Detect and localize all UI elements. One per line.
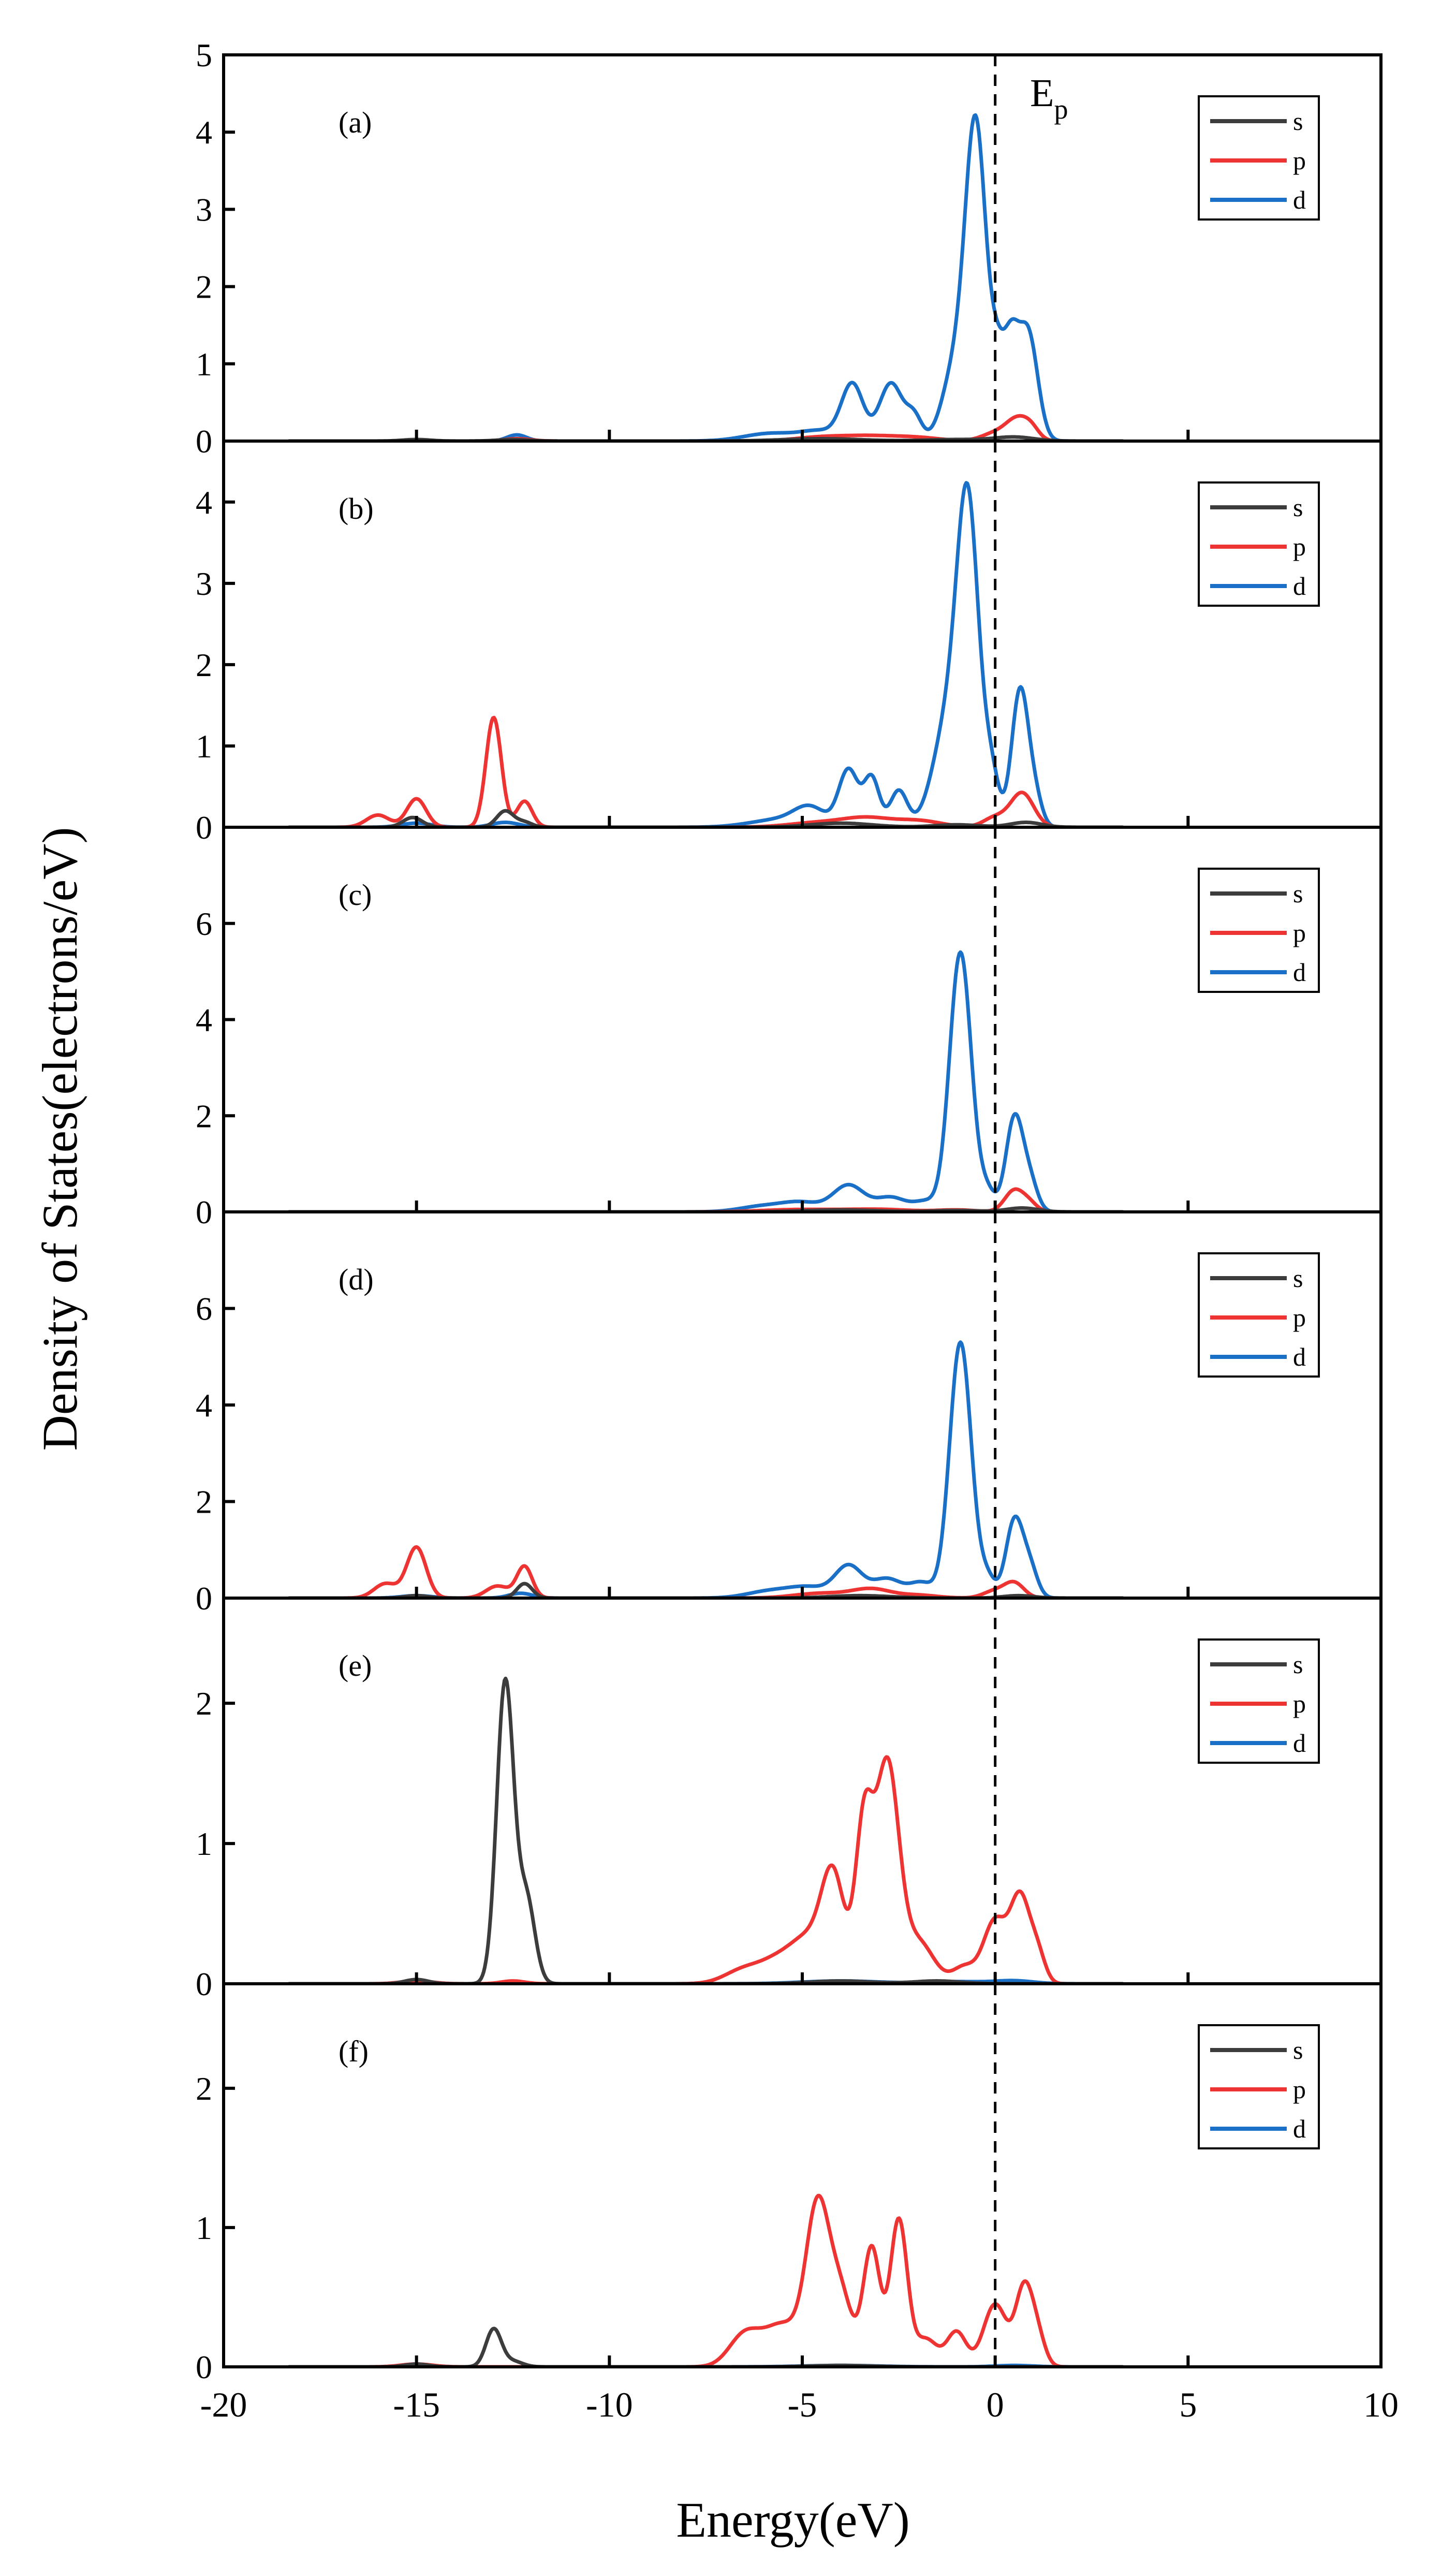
x-tick-label: 10 (1363, 2385, 1399, 2424)
panel-b: 0 1 2 3 4 (b) spd (196, 440, 1383, 846)
panel-b-legend-label-s: s (1293, 493, 1303, 522)
panel-d-ytick-label: 4 (196, 1387, 212, 1424)
panel-c-ytick-label: 0 (196, 1194, 212, 1231)
panel-c-ytick-label: 4 (196, 1002, 212, 1038)
x-tick-label: -10 (586, 2385, 633, 2424)
panel-a-ytick-label: 2 (196, 269, 212, 305)
panel-f-ytick-label: 1 (196, 2209, 212, 2246)
panel-f-legend-label-d: d (1293, 2114, 1306, 2143)
panel-a-ytick-label: 5 (196, 37, 212, 74)
panel-d-ytick-label: 6 (196, 1291, 212, 1327)
panel-d-series-p (287, 1545, 1125, 1598)
panel-c: 0 2 4 6 (c) spd (196, 826, 1383, 1231)
panel-b-series-p (287, 715, 1125, 827)
panel-f-curves (287, 2193, 1125, 2367)
panel-a-series-p (287, 414, 1125, 441)
panel-d-curves (287, 1340, 1125, 1598)
panel-c-label: (c) (339, 878, 372, 912)
x-tick-label: -20 (200, 2385, 247, 2424)
panel-f: 0 1 2 (f) spd (196, 1982, 1383, 2385)
panel-b-ytick-label: 1 (196, 728, 212, 765)
x-tick-label: -5 (788, 2385, 817, 2424)
x-tick-label: -15 (393, 2385, 440, 2424)
panel-e-legend-label-s: s (1293, 1650, 1303, 1679)
panel-d-series-s (287, 1582, 1125, 1598)
panel-e-legend: spd (1198, 1638, 1320, 1764)
panel-f-series-p (287, 2193, 1125, 2367)
panel-e-ytick-label: 0 (196, 1966, 212, 2002)
panel-d-legend-label-p: p (1293, 1303, 1306, 1332)
panel-e-ytick-label: 1 (196, 1825, 212, 1862)
panel-b-curves (287, 481, 1125, 827)
panel-a-label: (a) (339, 106, 372, 139)
panel-a-ytick-label: 4 (196, 114, 212, 151)
panel-e-label: (e) (339, 1649, 372, 1682)
panel-d-ytick-label: 2 (196, 1484, 212, 1520)
panel-d-ytick-label: 0 (196, 1580, 212, 1617)
panel-c-legend-label-p: p (1293, 918, 1306, 947)
panel-d: 0 2 4 6 (d) spd (196, 1210, 1383, 1617)
panel-d-label: (d) (339, 1263, 374, 1296)
panel-b-legend-label-p: p (1293, 532, 1306, 561)
panel-d-legend-label-s: s (1293, 1264, 1303, 1293)
panel-c-legend-label-d: d (1293, 958, 1306, 987)
panel-e-series-d (287, 1979, 1125, 1984)
panel-e-series-s (287, 1676, 1125, 1984)
panel-a-legend-label-d: d (1293, 185, 1306, 214)
panel-c-legend-label-s: s (1293, 879, 1303, 908)
panel-f-legend-label-p: p (1293, 2075, 1306, 2104)
x-tick-label: 0 (987, 2385, 1004, 2424)
panel-e-ytick-label: 2 (196, 1685, 212, 1722)
panel-b-legend: spd (1198, 481, 1320, 607)
fermi-label-sub: p (1054, 94, 1068, 125)
panel-b-ytick-label: 4 (196, 484, 212, 521)
panel-a-series-d (287, 113, 1125, 441)
panel-b-ytick-label: 3 (196, 565, 212, 602)
panel-b-label: (b) (339, 492, 374, 525)
panel-a-legend-label-p: p (1293, 146, 1306, 175)
y-axis-title: Density of States(electrons/eV) (32, 827, 87, 1451)
panel-e-legend-label-p: p (1293, 1689, 1306, 1718)
panel-c-curves (287, 950, 1125, 1212)
x-axis-ticks: -20 -15 -10 -5 0 5 10 (200, 2385, 1399, 2424)
panel-f-series-s (287, 2326, 1125, 2367)
panel-b-series-d (287, 481, 1125, 827)
fermi-level-label: Ep (1030, 71, 1068, 125)
x-axis-title: Energy(eV) (676, 2492, 909, 2548)
panel-f-legend-label-s: s (1293, 2036, 1303, 2065)
panel-f-label: (f) (339, 2035, 369, 2068)
panel-a-ytick-label: 0 (196, 423, 212, 460)
panel-a-ytick-label: 1 (196, 346, 212, 383)
panel-e: 0 1 2 (e) spd (196, 1597, 1383, 2002)
x-tick-label: 5 (1179, 2385, 1197, 2424)
panel-e-curves (287, 1676, 1125, 1984)
panel-a-curves (287, 113, 1125, 441)
panel-e-legend-label-d: d (1293, 1729, 1306, 1758)
panel-d-legend: spd (1198, 1252, 1320, 1378)
panel-a-ytick-label: 3 (196, 191, 212, 228)
panel-d-legend-label-d: d (1293, 1342, 1306, 1371)
panel-c-ytick-label: 6 (196, 905, 212, 942)
panel-e-series-p (287, 1755, 1125, 1984)
panel-a-legend: spd (1198, 95, 1320, 221)
panel-c-series-d (287, 950, 1125, 1212)
panel-c-legend: spd (1198, 868, 1320, 993)
panel-f-legend: spd (1198, 2024, 1320, 2149)
panel-f-ytick-label: 2 (196, 2070, 212, 2107)
panel-f-ytick-label: 0 (196, 2349, 212, 2385)
panel-b-legend-label-d: d (1293, 572, 1306, 601)
panel-a-legend-label-s: s (1293, 107, 1303, 136)
fermi-label-main: E (1030, 71, 1054, 115)
panel-c-ytick-label: 2 (196, 1097, 212, 1134)
panel-d-series-d (287, 1340, 1125, 1598)
panel-b-ytick-label: 2 (196, 647, 212, 683)
panel-b-ytick-label: 0 (196, 809, 212, 846)
